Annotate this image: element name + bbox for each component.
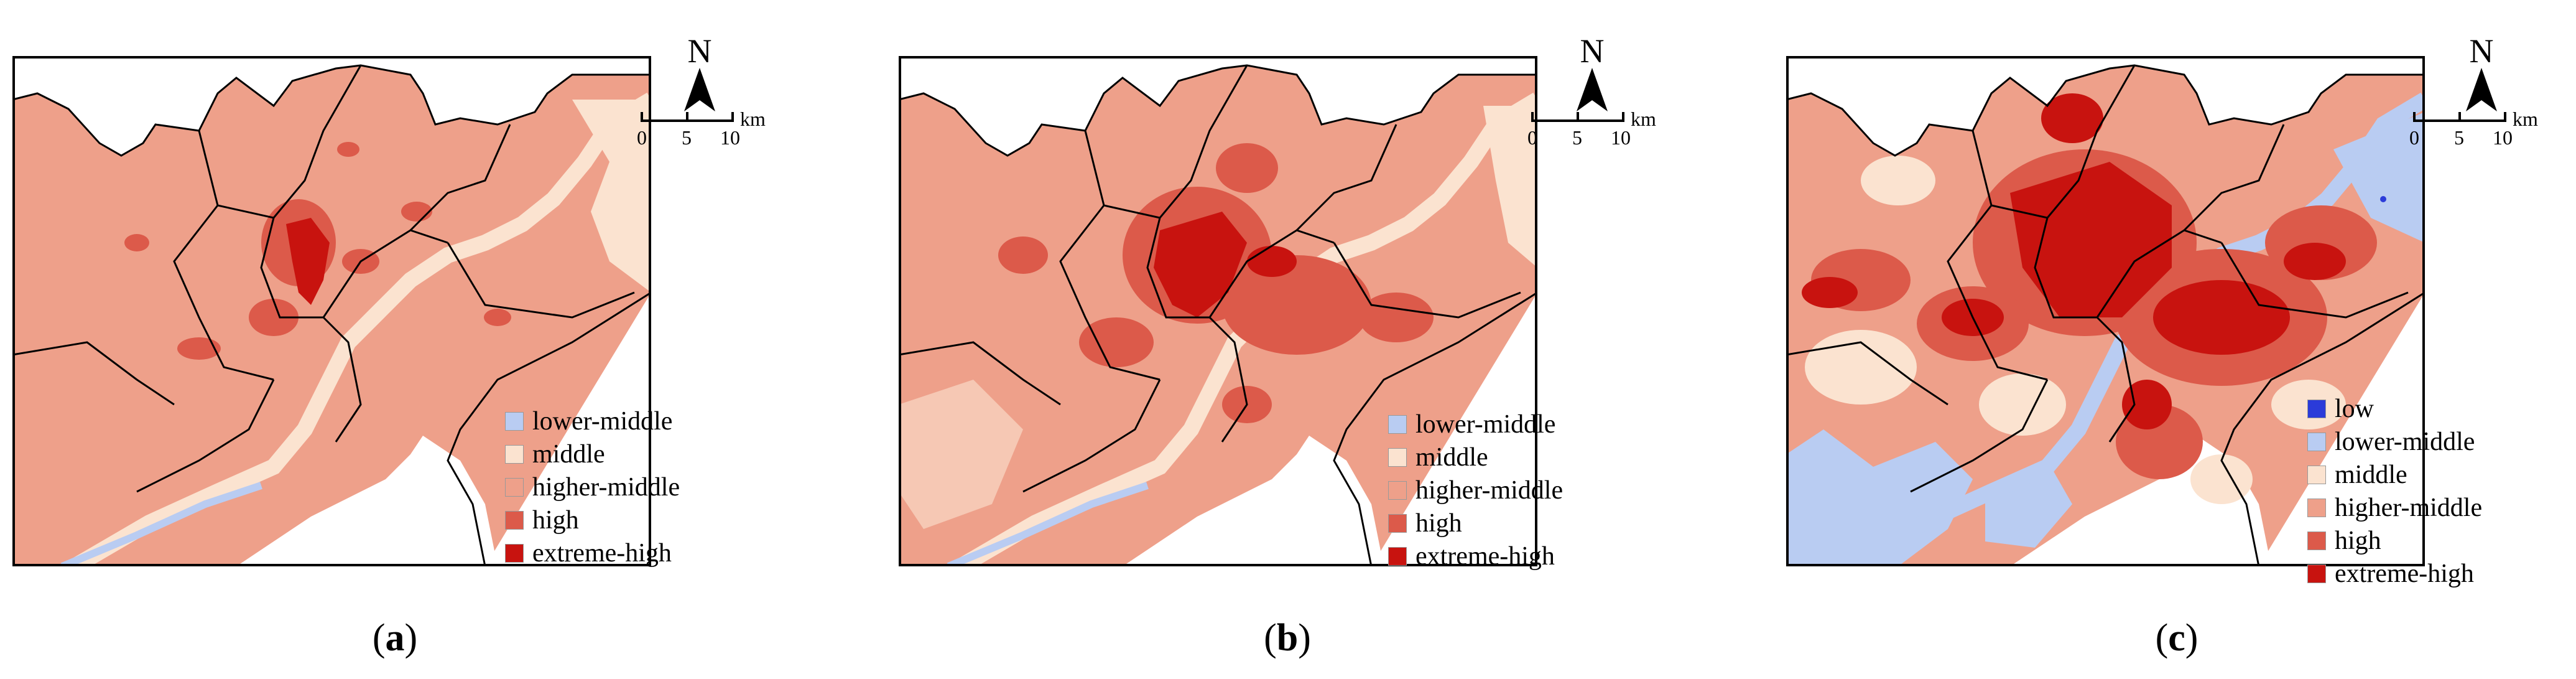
- legend-item-higher-middle: higher-middle: [505, 471, 680, 503]
- legend-swatch: [2307, 498, 2326, 517]
- legend-swatch: [505, 510, 524, 530]
- map-a-image: [12, 56, 651, 566]
- scale-label-0: 0: [1527, 126, 1537, 149]
- legend-label: higher-middle: [2335, 493, 2483, 522]
- legend-item-lower-middle: lower-middle: [2307, 425, 2482, 458]
- north-label: N: [687, 32, 712, 70]
- legend-swatch: [1388, 480, 1407, 500]
- north-arrow-icon: [684, 68, 715, 111]
- legend-a: lower-middle middle higher-middle high extre…: [505, 405, 680, 569]
- legend-item-middle: middle: [505, 438, 680, 471]
- caption-letter: a: [385, 617, 405, 659]
- legend-label: middle: [1415, 443, 1488, 472]
- caption-c: (c): [2155, 617, 2198, 659]
- map-c-image: [1786, 56, 2425, 566]
- scale-bar-a: 0 5 10 km: [637, 108, 766, 168]
- legend-item-higher-middle: higher-middle: [2307, 491, 2482, 524]
- north-label: N: [1580, 32, 1605, 70]
- north-arrow-b: N: [1567, 34, 1617, 115]
- scale-unit: km: [2513, 108, 2538, 130]
- legend-swatch: [1388, 513, 1407, 533]
- scale-label-10: 10: [1611, 126, 1631, 149]
- legend-label: high: [532, 505, 579, 535]
- legend-swatch: [2307, 531, 2326, 550]
- legend-label: high: [1415, 508, 1462, 538]
- legend-item-lower-middle: lower-middle: [1388, 408, 1563, 441]
- scale-label-0: 0: [637, 126, 647, 149]
- caption-b: (b): [1264, 617, 1311, 659]
- legend-item-extreme-high: extreme-high: [505, 536, 680, 569]
- caption-letter: b: [1276, 617, 1299, 659]
- legend-label: extreme-high: [2335, 559, 2474, 588]
- scale-bar-c: 0 5 10 km: [2409, 108, 2538, 168]
- legend-swatch: [2307, 564, 2326, 583]
- legend-label: middle: [2335, 460, 2407, 489]
- legend-label: higher-middle: [1415, 475, 1564, 505]
- caption-a: (a): [372, 617, 418, 659]
- legend-b: lower-middle middle higher-middle high extre…: [1388, 408, 1563, 573]
- north-arrow-c: N: [2457, 34, 2506, 115]
- scale-label-10: 10: [720, 126, 740, 149]
- scale-label-5: 5: [2454, 126, 2464, 149]
- north-arrow-a: N: [675, 34, 725, 115]
- legend-label: lower-middle: [2335, 427, 2475, 456]
- legend-label: extreme-high: [1415, 541, 1555, 571]
- legend-label: lower-middle: [532, 406, 673, 436]
- scale-label-0: 0: [2409, 126, 2419, 149]
- legend-swatch: [2307, 432, 2326, 451]
- scale-unit: km: [1631, 108, 1656, 130]
- legend-swatch: [1388, 414, 1407, 434]
- legend-label: higher-middle: [532, 472, 680, 502]
- legend-label: middle: [532, 439, 605, 469]
- legend-item-extreme-high: extreme-high: [2307, 557, 2482, 590]
- legend-item-middle: middle: [2307, 458, 2482, 491]
- legend-item-higher-middle: higher-middle: [1388, 474, 1563, 507]
- legend-label: high: [2335, 526, 2381, 555]
- scale-label-5: 5: [1572, 126, 1582, 149]
- map-b-image: [899, 56, 1537, 566]
- legend-swatch: [2307, 465, 2326, 484]
- legend-swatch: [505, 444, 524, 464]
- map-panel-a: [12, 56, 651, 566]
- legend-item-low: low: [2307, 392, 2482, 425]
- legend-item-high: high: [1388, 507, 1563, 540]
- north-arrow-icon: [1577, 68, 1608, 111]
- scale-label-5: 5: [682, 126, 692, 149]
- legend-label: extreme-high: [532, 538, 672, 568]
- legend-swatch: [1388, 546, 1407, 566]
- scale-unit: km: [740, 108, 766, 130]
- scale-bar-b: 0 5 10 km: [1527, 108, 1656, 168]
- legend-swatch: [505, 411, 524, 431]
- map-panel-b: [899, 56, 1537, 566]
- legend-label: low: [2335, 394, 2374, 423]
- legend-item-lower-middle: lower-middle: [505, 405, 680, 438]
- legend-label: lower-middle: [1415, 410, 1556, 439]
- legend-swatch: [505, 543, 524, 563]
- north-arrow-icon: [2466, 68, 2497, 111]
- legend-item-middle: middle: [1388, 441, 1563, 474]
- scale-label-10: 10: [2493, 126, 2513, 149]
- caption-letter: c: [2168, 617, 2185, 659]
- legend-item-high: high: [2307, 524, 2482, 557]
- legend-swatch: [505, 477, 524, 497]
- legend-swatch: [1388, 447, 1407, 467]
- legend-item-high: high: [505, 503, 680, 536]
- legend-swatch: [2307, 399, 2326, 418]
- map-panel-c: [1786, 56, 2425, 566]
- legend-item-extreme-high: extreme-high: [1388, 540, 1563, 573]
- north-label: N: [2469, 32, 2494, 70]
- legend-c: low lower-middle middle higher-middle high ex…: [2307, 392, 2482, 590]
